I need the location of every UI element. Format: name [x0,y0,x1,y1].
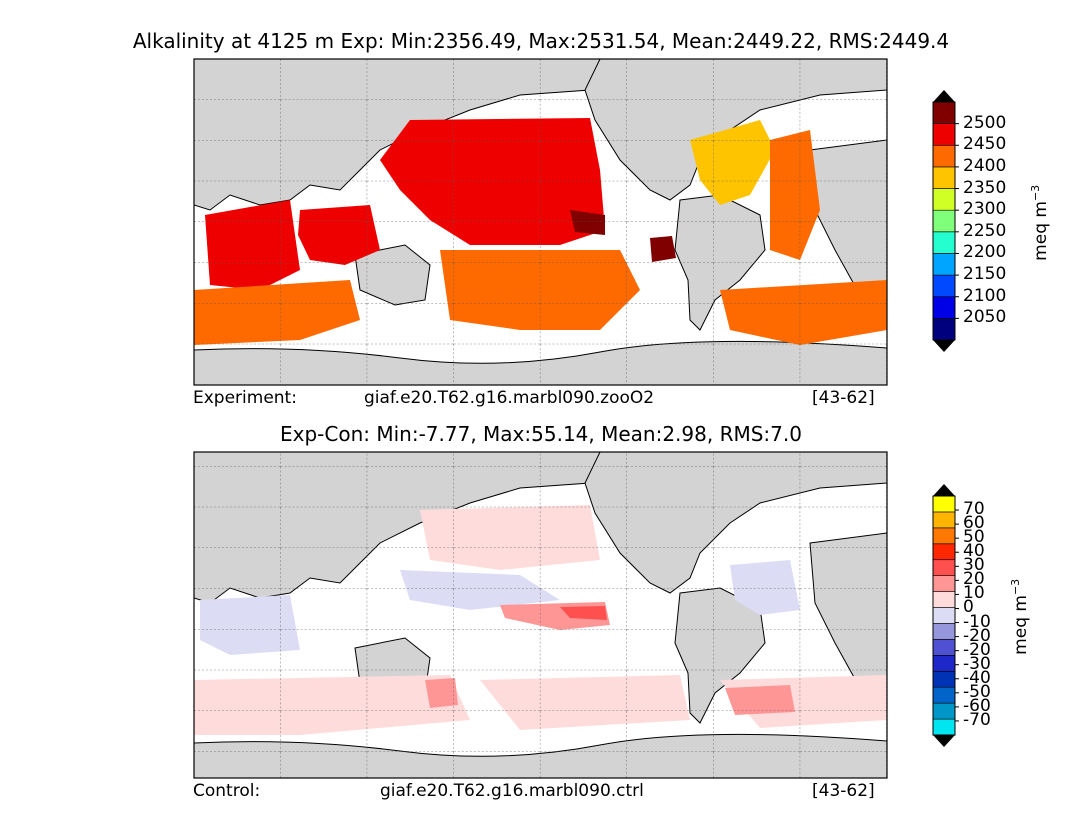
colorbar-swatch [932,123,956,146]
colorbar-swatch [932,318,956,341]
colorbar-swatch [932,559,956,576]
colorbar-swatch [932,188,956,211]
colorbar-swatch [932,166,956,189]
colorbar-swatch [932,670,956,688]
colorbar-swatch [932,543,956,561]
colorbar-swatch [932,527,956,545]
colorbar-tick-label: 70 [963,499,985,520]
colorbar-swatch [932,495,956,513]
colorbar-swatch [932,639,956,656]
colorbar-swatch [932,253,956,276]
colorbar-swatch [932,655,956,672]
colorbar-swatch [932,718,956,736]
colorbar-swatch [932,274,956,298]
colorbar-swatch [932,575,956,592]
top-panel-title: Alkalinity at 4125 m Exp: Min:2356.49, M… [132,29,950,53]
top-map [194,59,887,385]
colorbar-tick-label: -50 [963,681,991,702]
colorbar-tick-label: 60 [963,513,985,534]
colorbar-swatch [932,607,956,624]
colorbar-tick-label: 10 [963,583,985,604]
colorbar-tick-label: -20 [963,625,991,646]
colorbar-tick-label: 2250 [963,220,1007,241]
bottom-panel-title: Exp-Con: Min:-7.77, Max:55.14, Mean:2.98… [280,422,802,446]
colorbar-swatch [932,209,956,233]
colorbar-tick-label: -70 [963,709,991,730]
bottom-colorbar-unit: meq m−3 [1009,578,1031,655]
colorbar-tick-label: 2200 [963,242,1007,263]
colorbar-tick-label: 50 [963,527,985,548]
colorbar-over-arrow [933,484,955,496]
colorbar-swatch [932,591,956,608]
colorbar-tick-label: -30 [963,653,991,674]
colorbar-tick-label: 2400 [963,155,1007,176]
colorbar-swatch [932,144,956,168]
colorbar-swatch [932,686,956,704]
top-colorbar [932,90,959,352]
top-caption-label: Experiment: [193,388,297,408]
colorbar-tick-label: 0 [963,597,974,618]
top-caption-case: giaf.e20.T62.g16.marbl090.zooO2 [364,388,655,408]
colorbar-tick-label: 40 [963,541,985,562]
colorbar-swatch [932,702,956,720]
colorbar-tick-label: 2150 [963,264,1007,285]
colorbar-tick-label: 2500 [963,112,1007,133]
colorbar-frame [932,101,956,341]
colorbar-tick-label: 2350 [963,177,1007,198]
colorbar-tick-label: 2300 [963,199,1007,220]
colorbar-tick-label: -10 [963,611,991,632]
colorbar-swatch [932,101,956,124]
bottom-caption-label: Control: [193,781,261,801]
colorbar-tick-label: 2100 [963,285,1007,306]
colorbar-under-arrow [933,735,955,747]
colorbar-swatch [932,623,956,640]
colorbar-tick-label: 20 [963,569,985,590]
bottom-map [194,452,887,778]
colorbar-swatch [932,511,956,529]
colorbar-under-arrow [933,340,955,352]
colorbar-frame [932,495,956,736]
bottom-caption-years: [43-62] [812,781,875,801]
bottom-colorbar [932,484,959,747]
colorbar-tick-label: 2050 [963,307,1007,328]
colorbar-tick-label: 2450 [963,134,1007,155]
top-colorbar-unit: meq m−3 [1029,184,1051,261]
bottom-caption-case: giaf.e20.T62.g16.marbl090.ctrl [380,781,644,801]
colorbar-over-arrow [933,90,955,102]
colorbar-tick-label: -60 [963,695,991,716]
colorbar-tick-label: -20 [963,639,991,660]
top-caption-years: [43-62] [812,388,875,408]
colorbar-swatch [932,231,956,254]
colorbar-tick-label: -40 [963,667,991,688]
colorbar-swatch [932,296,956,319]
colorbar-tick-label: 30 [963,555,985,576]
